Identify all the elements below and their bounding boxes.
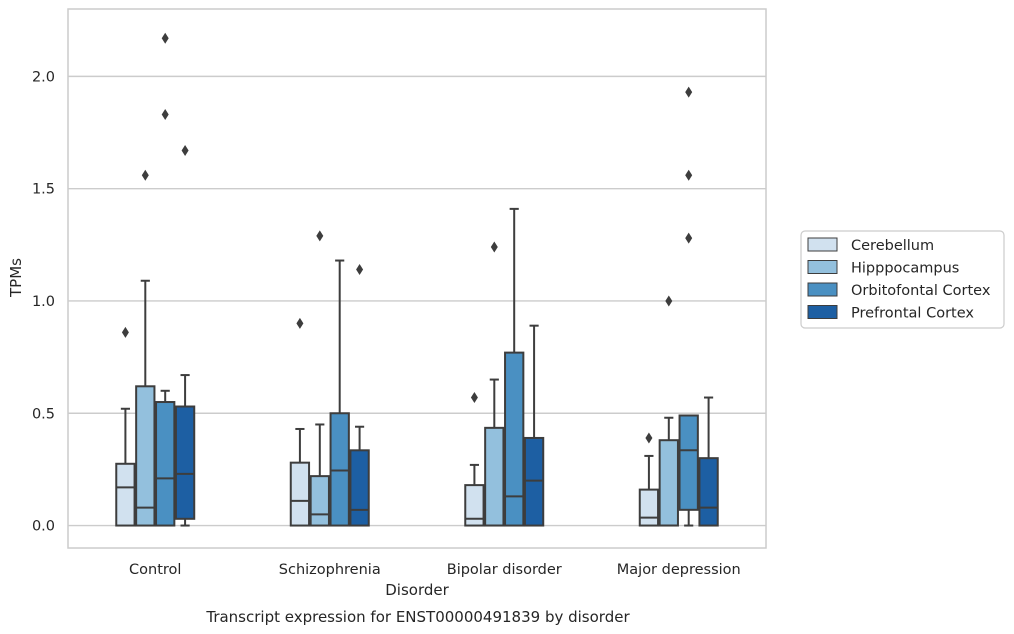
outlier-point bbox=[490, 241, 498, 253]
box-orbitofontal-cortex bbox=[504, 207, 525, 527]
box-hipppocampus bbox=[484, 241, 505, 527]
x-tick-label: Control bbox=[129, 562, 181, 578]
x-tick-label: Major depression bbox=[617, 562, 741, 578]
outlier-point bbox=[645, 432, 653, 444]
outlier-point bbox=[141, 169, 149, 181]
y-tick-label: 0.5 bbox=[32, 406, 55, 422]
plot-frame bbox=[67, 8, 767, 549]
box-cerebellum bbox=[115, 326, 136, 527]
x-tick-label: Schizophrenia bbox=[279, 562, 381, 578]
box-orbitofontal-cortex bbox=[329, 259, 350, 527]
legend-frame bbox=[800, 230, 1005, 329]
y-tick-label: 1.5 bbox=[32, 182, 55, 198]
box-rect bbox=[658, 439, 679, 527]
box-rect bbox=[289, 461, 311, 527]
legend-swatch bbox=[807, 260, 838, 274]
box-rect bbox=[484, 426, 505, 527]
x-axis-label: Disorder bbox=[385, 581, 449, 599]
outlier-point bbox=[296, 317, 304, 329]
outlier-point bbox=[161, 109, 169, 121]
outlier-point bbox=[665, 295, 673, 307]
box-rect bbox=[349, 449, 370, 527]
outlier-point bbox=[356, 264, 364, 276]
box-rect bbox=[329, 412, 350, 527]
box-hipppocampus bbox=[658, 295, 679, 527]
outlier-point bbox=[685, 86, 693, 98]
box-rect bbox=[135, 385, 156, 527]
y-tick-labels: 0.0 0.5 1.0 1.5 2.0 bbox=[32, 69, 55, 534]
outlier-point bbox=[316, 230, 324, 242]
box-cerebellum bbox=[464, 392, 485, 527]
box-cerebellum bbox=[289, 317, 311, 527]
outlier-point bbox=[121, 326, 129, 338]
outlier-point bbox=[181, 144, 189, 156]
box-rect bbox=[155, 401, 176, 527]
box-cerebellum bbox=[638, 432, 660, 527]
legend-label: Prefrontal Cortex bbox=[851, 306, 974, 322]
box-rect bbox=[504, 351, 525, 527]
box-prefrontal-cortex bbox=[698, 396, 719, 527]
legend-swatch bbox=[807, 237, 838, 252]
box-rect bbox=[309, 475, 330, 527]
box-prefrontal-cortex bbox=[174, 144, 196, 527]
box-rect bbox=[638, 488, 660, 527]
outlier-point bbox=[685, 169, 693, 181]
box-prefrontal-cortex bbox=[349, 264, 370, 527]
outlier-point bbox=[470, 392, 478, 404]
y-tick-label: 0.0 bbox=[32, 519, 55, 535]
box-hipppocampus bbox=[135, 169, 156, 527]
box-rect bbox=[523, 436, 545, 527]
legend: Cerebellum Hipppocampus Orbitofontal Corte… bbox=[800, 230, 1005, 329]
box-orbitofontal-cortex bbox=[678, 86, 699, 527]
x-tick-labels: Control Schizophrenia Bipolar disorder Majo… bbox=[129, 562, 741, 578]
box-rect bbox=[174, 405, 196, 520]
box-rect bbox=[678, 414, 699, 511]
legend-label: Hipppocampus bbox=[851, 261, 959, 277]
chart-caption: Transcript expression for ENST0000049183… bbox=[205, 608, 630, 626]
outlier-point bbox=[685, 232, 693, 244]
outlier-point bbox=[161, 32, 169, 44]
y-tick-label: 2.0 bbox=[32, 69, 55, 85]
box-groups bbox=[115, 32, 719, 527]
legend-swatch bbox=[807, 282, 838, 297]
legend-label: Cerebellum bbox=[851, 238, 934, 254]
legend-label: Orbitofontal Cortex bbox=[851, 283, 991, 299]
box-rect bbox=[464, 484, 485, 527]
y-axis-label: TPMs bbox=[7, 258, 25, 298]
x-tick-label: Bipolar disorder bbox=[447, 562, 562, 578]
box-prefrontal-cortex bbox=[523, 324, 545, 527]
box-rect bbox=[115, 462, 136, 527]
box-orbitofontal-cortex bbox=[155, 32, 176, 527]
y-tick-label: 1.0 bbox=[32, 294, 55, 310]
box-hipppocampus bbox=[309, 230, 330, 527]
box-rect bbox=[698, 457, 719, 527]
legend-swatch bbox=[807, 305, 838, 319]
